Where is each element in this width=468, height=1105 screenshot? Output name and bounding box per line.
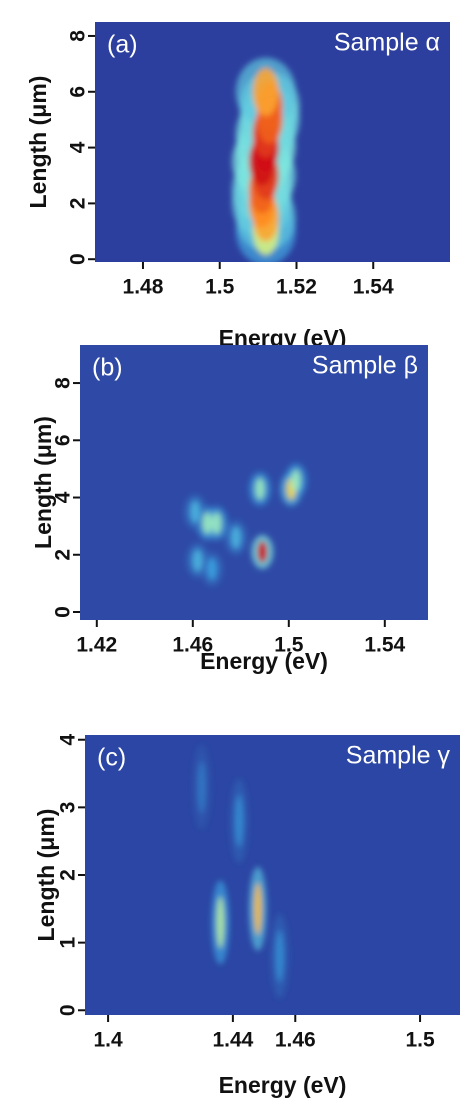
y-tick-label: 8 xyxy=(67,30,90,42)
panel-label: (b) xyxy=(92,354,123,382)
panel: 1.42 1.46 1.5 1.54 0 2 4 6 8 (b) Sample β Energy (e… xyxy=(30,345,428,674)
x-tick-label: 1.52 xyxy=(276,276,317,299)
sample-label: Sample β xyxy=(312,352,418,380)
y-tick-label: 6 xyxy=(67,86,90,98)
spot xyxy=(235,794,244,847)
spot xyxy=(275,930,284,983)
spot xyxy=(255,477,265,500)
heatmap xyxy=(184,463,307,587)
x-tick-label: 1.46 xyxy=(275,1029,316,1052)
sample-label: Sample α xyxy=(334,29,440,57)
spot xyxy=(190,500,201,523)
sample-label: Sample γ xyxy=(346,742,451,770)
x-tick-label: 1.5 xyxy=(405,1029,435,1052)
y-tick-label: 0 xyxy=(67,253,90,265)
y-tick-label: 1 xyxy=(57,936,80,948)
spot xyxy=(291,469,301,492)
y-tick-label: 3 xyxy=(57,802,80,814)
y-tick-label: 2 xyxy=(67,198,90,210)
spot xyxy=(207,558,217,581)
spot xyxy=(252,67,279,116)
panel-label: (c) xyxy=(97,744,126,772)
spot xyxy=(257,540,268,563)
y-tick-label: 4 xyxy=(52,491,75,503)
x-axis-label: Energy (eV) xyxy=(219,1072,347,1098)
x-axis-label: Energy (eV) xyxy=(200,648,328,674)
panel: 1.4 1.44 1.46 1.5 0 1 2 3 4 (c) Sample γ Energy (eV… xyxy=(33,734,460,1098)
spot xyxy=(197,761,206,814)
spot xyxy=(253,882,262,935)
y-tick-label: 4 xyxy=(57,734,80,746)
y-axis-label: Length (μm) xyxy=(25,76,51,209)
x-tick-label: 1.48 xyxy=(123,276,164,299)
y-tick-label: 2 xyxy=(52,549,75,561)
x-tick-label: 1.54 xyxy=(353,276,394,299)
x-tick-label: 1.54 xyxy=(364,634,405,657)
x-tick-label: 1.42 xyxy=(76,634,117,657)
y-tick-label: 0 xyxy=(52,606,75,618)
y-tick-label: 0 xyxy=(57,1004,80,1016)
y-tick-label: 6 xyxy=(52,434,75,446)
x-tick-label: 1.4 xyxy=(93,1029,123,1052)
x-tick-label: 1.5 xyxy=(274,634,304,657)
heatmap xyxy=(192,745,289,999)
spot xyxy=(231,526,241,549)
x-tick-label: 1.44 xyxy=(212,1029,253,1052)
y-axis-label: Length (μm) xyxy=(30,416,56,549)
spot xyxy=(211,512,222,535)
heatmap xyxy=(231,57,300,262)
x-tick-label: 1.46 xyxy=(172,634,213,657)
spot xyxy=(216,896,225,949)
panel-label: (a) xyxy=(107,31,138,59)
y-tick-label: 2 xyxy=(57,869,80,881)
y-axis-label: Length (μm) xyxy=(33,809,59,942)
y-tick-label: 8 xyxy=(52,377,75,389)
y-tick-label: 4 xyxy=(67,141,90,153)
x-tick-label: 1.5 xyxy=(205,276,235,299)
spot xyxy=(192,549,203,572)
spot xyxy=(202,512,213,535)
